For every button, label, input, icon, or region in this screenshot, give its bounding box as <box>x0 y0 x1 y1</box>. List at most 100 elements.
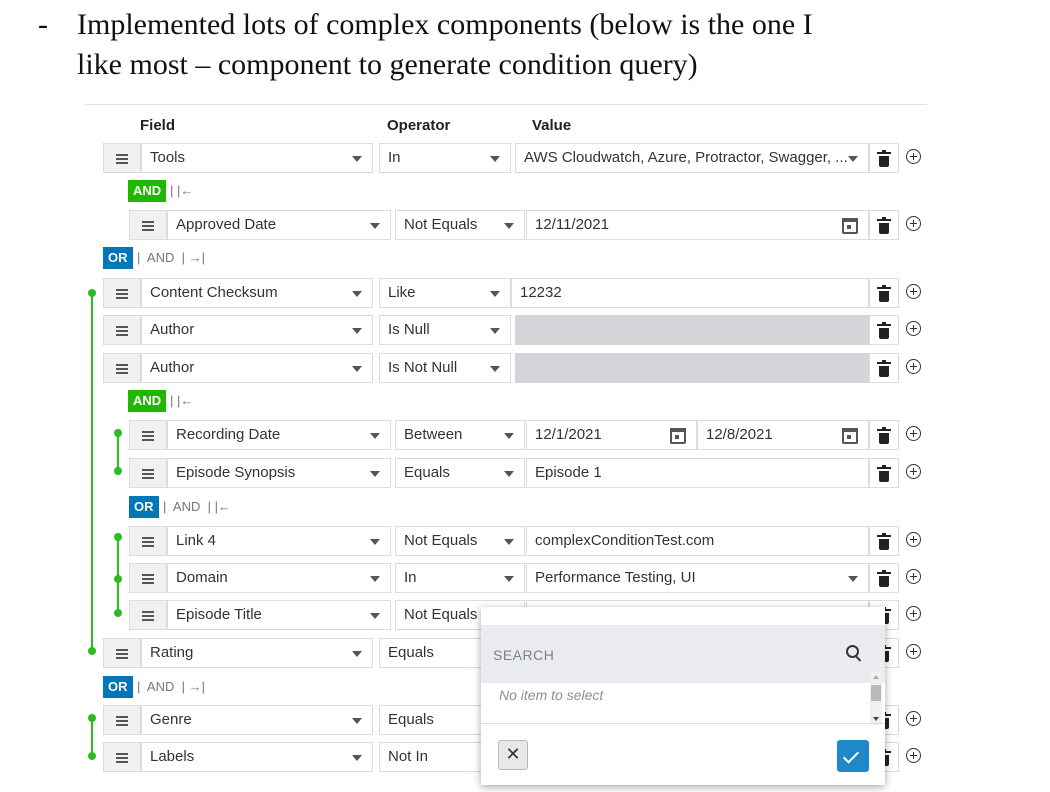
dropdown-search-field[interactable]: SEARCH <box>481 625 885 683</box>
outdent-arrow-icon[interactable]: | |← <box>170 183 194 198</box>
value-multiselect[interactable]: Performance Testing, UI <box>526 563 869 593</box>
add-condition-plus-icon[interactable] <box>906 644 921 659</box>
value-input[interactable]: Episode 1 <box>526 458 869 488</box>
field-select[interactable]: Episode Synopsis <box>167 458 391 488</box>
chevron-down-icon <box>370 576 380 582</box>
operator-select[interactable]: Is Not Null <box>379 353 511 383</box>
and-badge[interactable]: AND <box>128 180 167 202</box>
field-select[interactable]: Labels <box>141 742 373 772</box>
connector-options[interactable]: | AND | →| <box>137 679 205 694</box>
operator-select[interactable]: In <box>379 143 511 173</box>
operator-select[interactable]: Not Equals <box>395 526 525 556</box>
connector-options[interactable]: | AND | →| <box>137 250 205 265</box>
scrollbar-thumb[interactable] <box>871 685 881 701</box>
operator-value: In <box>388 149 401 166</box>
or-badge[interactable]: OR <box>129 496 159 518</box>
add-condition-plus-icon[interactable] <box>906 359 921 374</box>
drag-handle[interactable] <box>129 458 167 488</box>
drag-handle[interactable] <box>103 638 141 668</box>
drag-handle[interactable] <box>129 526 167 556</box>
chevron-down-icon <box>504 433 514 439</box>
operator-select[interactable]: Between <box>395 420 525 450</box>
and-badge[interactable]: AND <box>128 390 167 412</box>
add-condition-plus-icon[interactable] <box>906 149 921 164</box>
dropdown-scrollbar[interactable] <box>870 671 882 725</box>
add-condition-plus-icon[interactable] <box>906 532 921 547</box>
delete-button[interactable] <box>869 526 899 556</box>
field-select[interactable]: Episode Title <box>167 600 391 630</box>
operator-select[interactable]: In <box>395 563 525 593</box>
scroll-up-icon[interactable] <box>873 675 879 679</box>
chevron-down-icon <box>848 156 858 162</box>
field-select[interactable]: Approved Date <box>167 210 391 240</box>
or-badge[interactable]: OR <box>103 247 133 269</box>
operator-select[interactable]: Equals <box>395 458 525 488</box>
drag-handle[interactable] <box>129 600 167 630</box>
delete-button[interactable] <box>869 278 899 308</box>
field-select[interactable]: Rating <box>141 638 373 668</box>
field-select[interactable]: Domain <box>167 563 391 593</box>
add-condition-plus-icon[interactable] <box>906 321 921 336</box>
operator-value: Like <box>388 284 416 301</box>
field-select[interactable]: Link 4 <box>167 526 391 556</box>
field-select[interactable]: Author <box>141 315 373 345</box>
add-condition-plus-icon[interactable] <box>906 216 921 231</box>
calendar-icon[interactable] <box>670 428 686 444</box>
connector-options[interactable]: | AND | |← <box>163 499 231 514</box>
confirm-button[interactable] <box>837 740 869 772</box>
value-date-input[interactable]: 12/11/2021 <box>526 210 869 240</box>
delete-button[interactable] <box>869 420 899 450</box>
operator-select[interactable]: Is Null <box>379 315 511 345</box>
drag-handle[interactable] <box>103 278 141 308</box>
field-select[interactable]: Tools <box>141 143 373 173</box>
drag-handle[interactable] <box>103 353 141 383</box>
field-select[interactable]: Content Checksum <box>141 278 373 308</box>
trash-icon <box>877 150 891 167</box>
value-date-from[interactable]: 12/1/2021 <box>526 420 697 450</box>
search-icon[interactable] <box>846 645 859 658</box>
condition-row: Link 4 Not Equals complexConditionTest.c… <box>0 526 1050 556</box>
delete-button[interactable] <box>869 315 899 345</box>
delete-button[interactable] <box>869 458 899 488</box>
operator-select[interactable]: Not Equals <box>395 210 525 240</box>
value-date-to[interactable]: 12/8/2021 <box>697 420 869 450</box>
scroll-down-icon[interactable] <box>873 717 879 721</box>
add-condition-plus-icon[interactable] <box>906 711 921 726</box>
delete-button[interactable] <box>869 353 899 383</box>
calendar-icon[interactable] <box>842 428 858 444</box>
add-condition-plus-icon[interactable] <box>906 748 921 763</box>
calendar-icon[interactable] <box>842 218 858 234</box>
delete-button[interactable] <box>869 563 899 593</box>
or-badge[interactable]: OR <box>103 676 133 698</box>
cancel-button[interactable]: ✕ <box>498 740 528 770</box>
drag-handle[interactable] <box>129 210 167 240</box>
drag-handle[interactable] <box>103 143 141 173</box>
drag-handle[interactable] <box>103 315 141 345</box>
value-multiselect[interactable]: AWS Cloudwatch, Azure, Protractor, Swagg… <box>515 143 869 173</box>
drag-handle[interactable] <box>129 420 167 450</box>
chevron-down-icon <box>352 328 362 334</box>
outdent-arrow-icon[interactable]: | |← <box>170 393 194 408</box>
delete-button[interactable] <box>869 143 899 173</box>
add-condition-plus-icon[interactable] <box>906 464 921 479</box>
operator-select[interactable]: Like <box>379 278 511 308</box>
chevron-down-icon <box>370 471 380 477</box>
drag-handle[interactable] <box>103 705 141 735</box>
add-condition-plus-icon[interactable] <box>906 284 921 299</box>
add-condition-plus-icon[interactable] <box>906 606 921 621</box>
group-line-and-bottom <box>91 718 93 756</box>
field-select[interactable]: Author <box>141 353 373 383</box>
drag-icon <box>142 574 154 584</box>
add-condition-plus-icon[interactable] <box>906 426 921 441</box>
add-condition-plus-icon[interactable] <box>906 569 921 584</box>
field-select[interactable]: Recording Date <box>167 420 391 450</box>
field-select[interactable]: Genre <box>141 705 373 735</box>
drag-icon <box>142 431 154 441</box>
delete-button[interactable] <box>869 210 899 240</box>
drag-handle[interactable] <box>129 563 167 593</box>
value-input[interactable]: 12232 <box>511 278 869 308</box>
drag-handle[interactable] <box>103 742 141 772</box>
value-input[interactable]: complexConditionTest.com <box>526 526 869 556</box>
value-text: 12/1/2021 <box>535 426 602 443</box>
value-text: Performance Testing, UI <box>535 569 696 586</box>
